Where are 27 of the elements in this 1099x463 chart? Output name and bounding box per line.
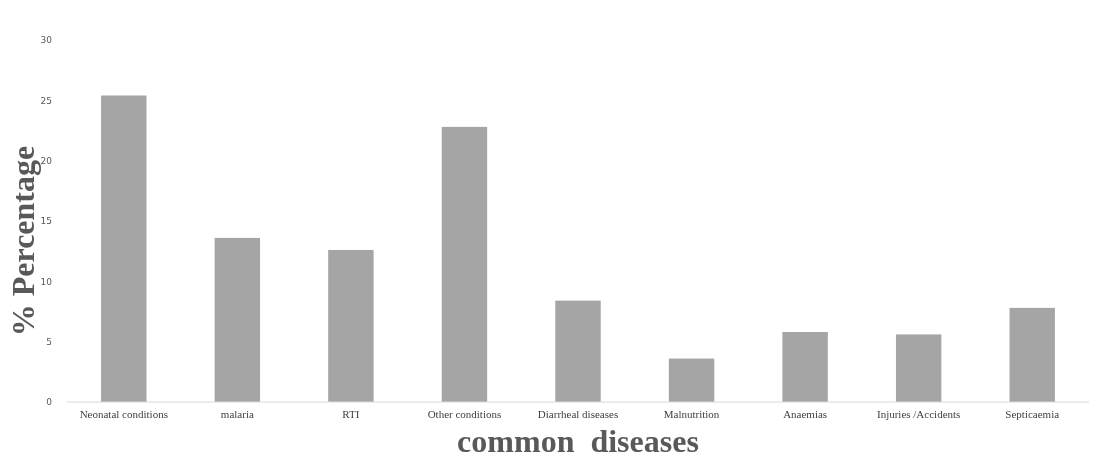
x-tick-label: Malnutrition	[663, 407, 720, 420]
bar	[782, 332, 828, 402]
y-axis-title: % Percentage	[5, 145, 41, 337]
y-tick-label: 15	[40, 216, 52, 227]
y-tick-label: 20	[40, 156, 53, 167]
x-tick-label: Diarrheal diseases	[537, 407, 619, 420]
x-tick-label: malaria	[220, 407, 254, 420]
bar	[214, 237, 261, 402]
bar	[328, 249, 374, 402]
x-axis-title: common diseases	[457, 423, 699, 459]
x-tick-label: RTI	[342, 407, 360, 420]
bar	[895, 334, 942, 402]
x-tick-label: Anaemias	[783, 407, 828, 420]
y-tick-label: 25	[40, 95, 52, 106]
y-tick-label: 5	[46, 337, 52, 348]
y-tick-label: 10	[40, 276, 53, 287]
bar	[1009, 307, 1055, 402]
x-tick-label: Injuries /Accidents	[876, 407, 961, 420]
y-tick-label: 30	[40, 35, 53, 46]
x-tick-label: Neonatal conditions	[79, 407, 168, 420]
x-tick-label: Septicaemia	[1005, 407, 1060, 420]
x-tick-label: Other conditions	[427, 407, 502, 420]
bar	[555, 300, 601, 402]
bar	[441, 126, 488, 402]
bar	[668, 358, 715, 402]
y-tick-label: 0	[46, 397, 53, 408]
bar	[101, 95, 147, 402]
